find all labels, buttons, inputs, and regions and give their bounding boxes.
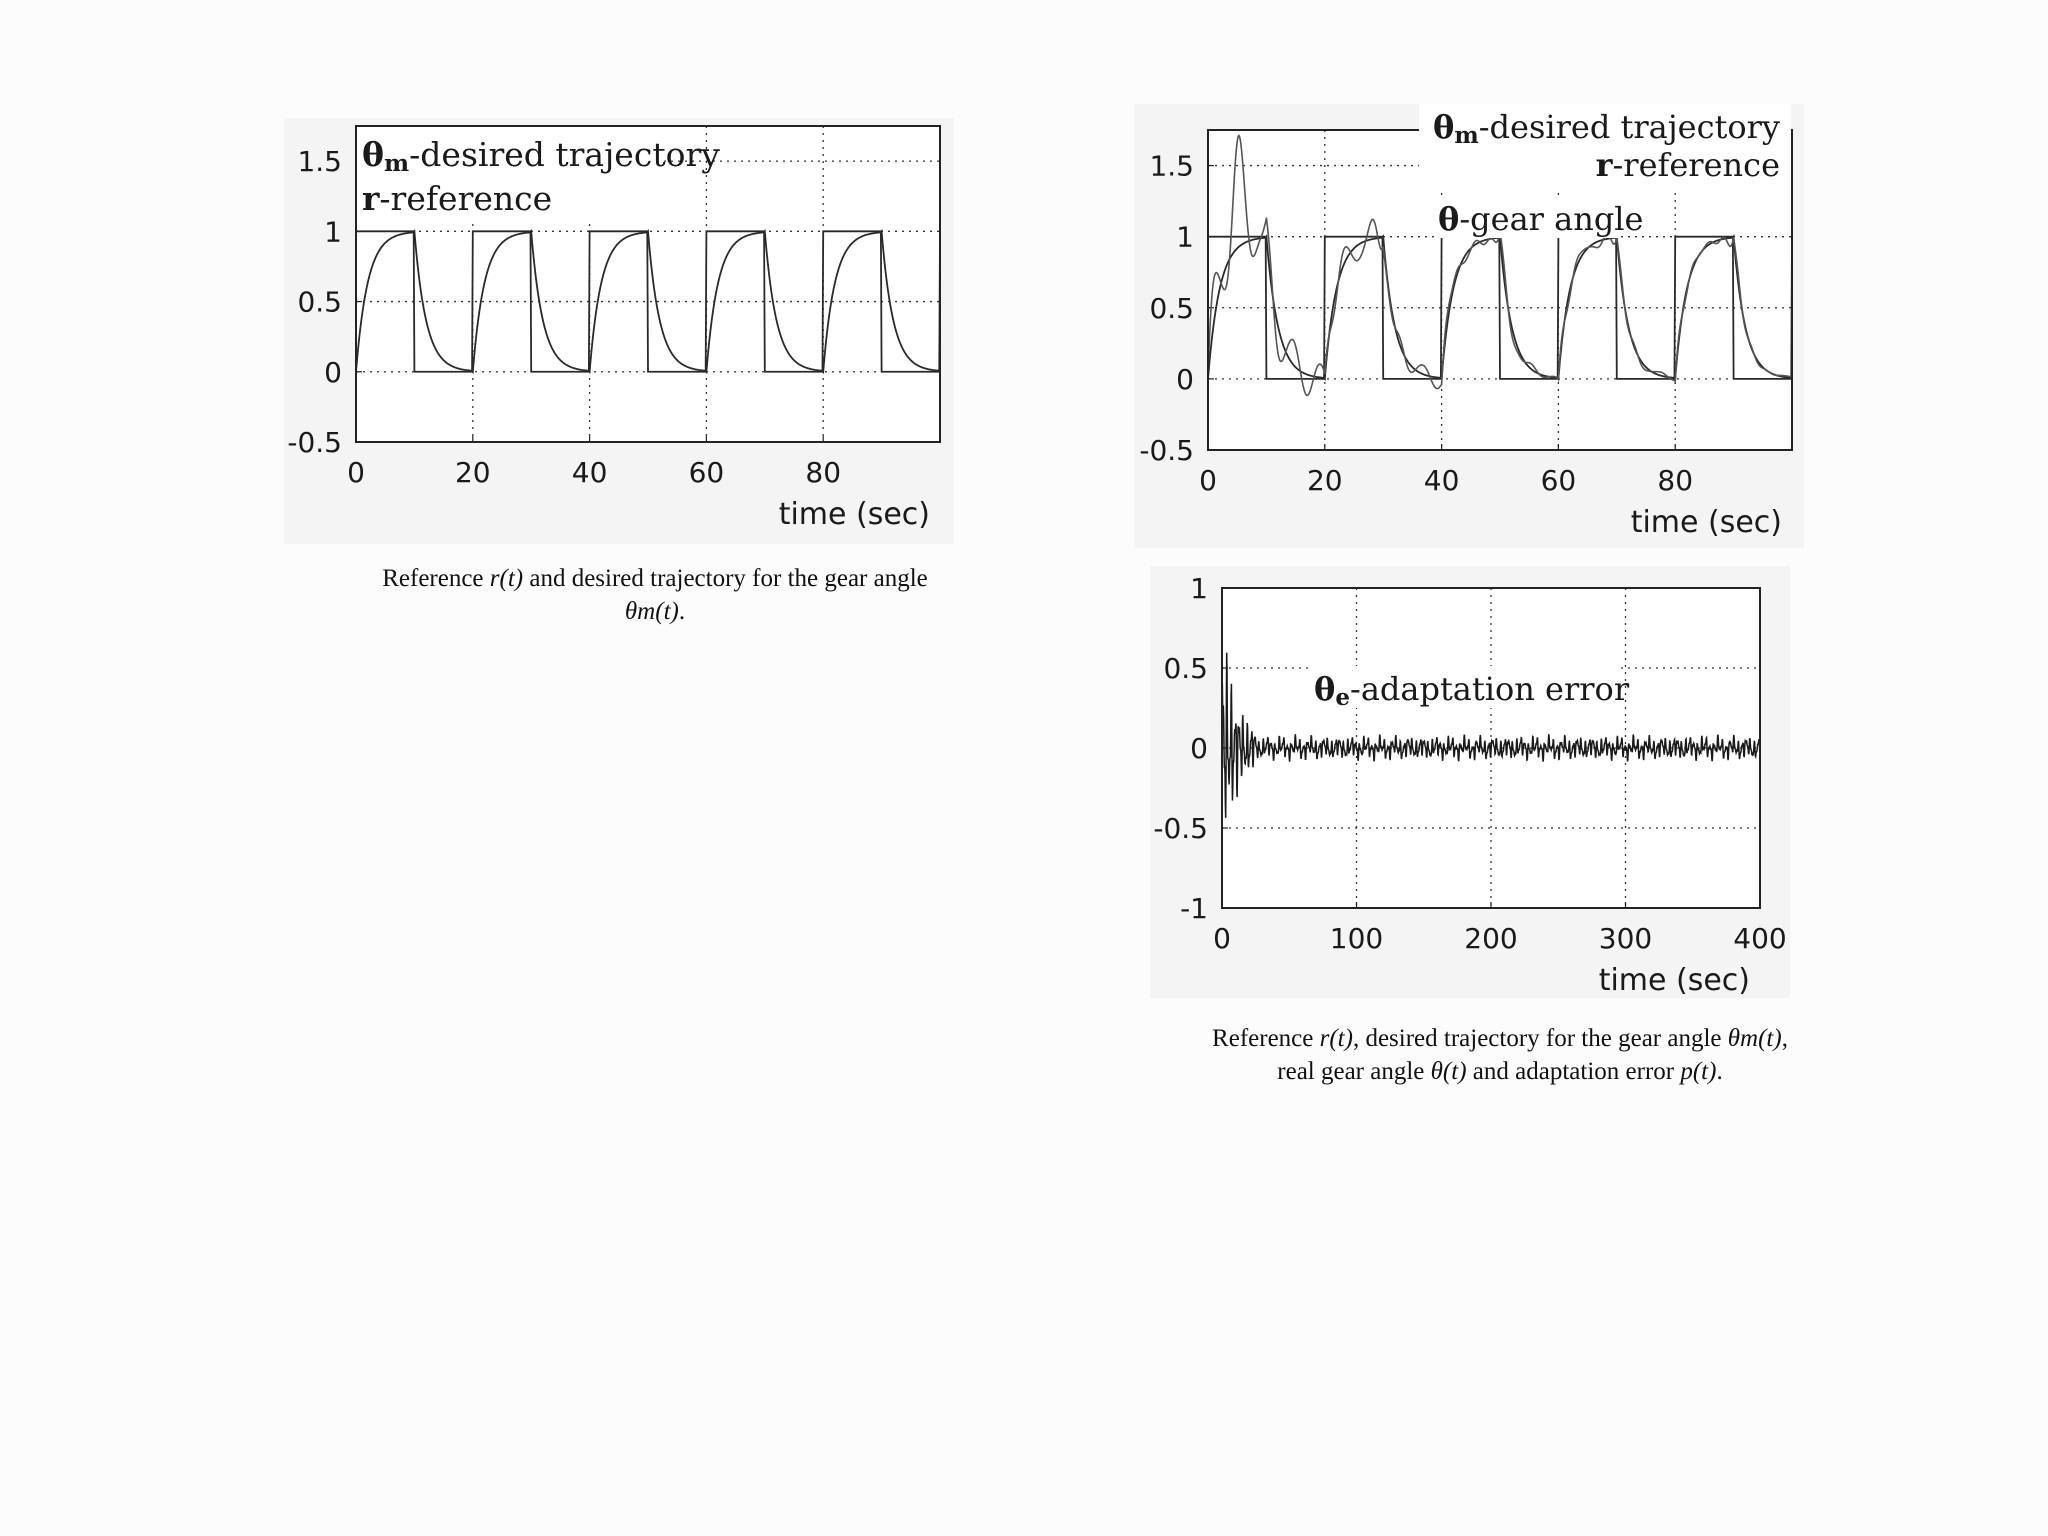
chart-adaptation-error: 0 100 200 300 400 -1 -0.5 0 0.5 1 time (sec) θe-ada… [1150,566,1790,998]
annotation-gear: θ-gear angle [1438,200,1643,238]
y-tick-label: -0.5 [287,426,342,459]
annotation-desired: θm-desired trajectory [1433,108,1780,149]
annotation-reference: r-reference [1596,146,1780,184]
caption-right-line1-mid: , desired trajectory for the gear angle [1352,1025,1728,1052]
x-axis-label: time (sec) [1631,505,1782,540]
annotation-bg [1434,198,1618,238]
y-tick-label: 0 [1176,363,1194,396]
x-tick-label: 80 [805,456,841,489]
caption-left-pre: Reference [382,565,490,592]
caption-right-theta: θ(t) [1430,1058,1467,1085]
caption-left: Reference r(t) and desired trajectory fo… [330,562,980,628]
caption-left-mid: and desired trajectory for the gear angl… [523,565,928,592]
series-line [1208,235,1793,380]
chart-adaptation-error-svg: 0 100 200 300 400 -1 -0.5 0 0.5 1 time (sec) θe-ada… [1153,572,1786,998]
chart-gear-angle: 0 20 40 60 80 -0.5 0 0.5 1 1.5 time (sec) θm-desire… [1134,104,1804,548]
y-tick-label: -0.5 [1139,434,1194,467]
x-tick-label: 0 [1213,922,1231,955]
series-line [355,228,941,375]
caption-right-line2-pre: real gear angle [1277,1058,1431,1085]
plot-frame [1221,587,1761,909]
y-tick-label: 1 [324,215,342,248]
x-tick-label: 200 [1464,922,1517,955]
caption-right-p: p(t) [1680,1058,1717,1085]
series-line [1221,652,1761,818]
x-tick-label: 300 [1599,922,1652,955]
y-tick-label: 0.5 [297,286,342,319]
y-tick-label: 0 [1190,732,1208,765]
x-tick-label: 100 [1330,922,1383,955]
caption-right-line2-mid: and adaptation error [1466,1058,1681,1085]
annotation-group: θe-adaptation error [1310,666,1630,711]
y-tick-label: 1.5 [1149,150,1194,183]
caption-right: Reference r(t), desired trajectory for t… [1150,1022,1850,1088]
y-tick-label: 0.5 [1163,652,1208,685]
annotation-bg [1310,666,1620,708]
x-tick-label: 0 [347,456,365,489]
y-tick-label: 0 [324,356,342,389]
annotation-bg [357,127,661,219]
caption-left-theta-m: θm(t) [624,598,679,625]
x-tick-label: 20 [455,456,491,489]
caption-right-line2-end: . [1716,1058,1723,1085]
x-tick-label: 0 [1199,464,1217,497]
annotation-reference: r-reference [362,179,552,218]
y-tick-label: -0.5 [1153,812,1208,845]
annotation-desired: θm-desired trajectory [362,135,720,177]
x-axis-label: time (sec) [1599,963,1750,998]
x-tick-label: 400 [1733,922,1786,955]
x-axis-label: time (sec) [779,497,930,532]
y-tick-label: 1 [1176,221,1194,254]
caption-left-end: . [678,598,686,625]
x-tick-label: 60 [689,456,725,489]
annotation-bg [1419,104,1791,190]
y-tick-label: -1 [1180,892,1208,925]
series-line [356,230,941,373]
chart-reference-desired: 0 20 40 60 80 -0.5 0 0.5 1 1.5 time (sec) θm-desire… [284,118,954,544]
caption-right-line1-pre: Reference [1212,1025,1320,1052]
y-tick-label: 1.5 [297,145,342,178]
x-tick-label: 80 [1657,464,1693,497]
caption-right-theta-m: θm(t) [1727,1025,1782,1052]
x-tick-label: 40 [572,456,608,489]
y-tick-label: 1 [1190,572,1208,605]
caption-left-r: r(t) [489,565,524,592]
y-tick-label: 0.5 [1149,292,1194,325]
x-tick-label: 40 [1424,464,1460,497]
annotation-error: θe-adaptation error [1314,670,1630,711]
plot-frame [355,125,941,443]
caption-right-line1-end: , [1781,1025,1788,1052]
x-tick-label: 20 [1307,464,1343,497]
caption-right-r: r(t) [1319,1025,1353,1052]
x-tick-label: 60 [1541,464,1577,497]
